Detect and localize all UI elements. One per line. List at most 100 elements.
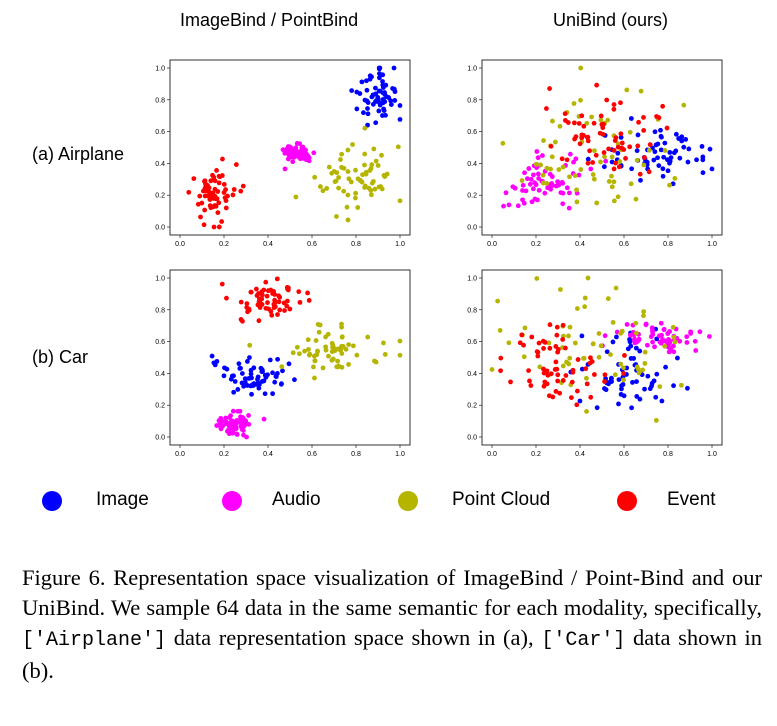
point-point-cloud [500, 140, 506, 146]
point-point-cloud [338, 157, 343, 162]
point-image [256, 385, 262, 391]
point-point-cloud [495, 298, 501, 304]
x-tick-label: 0.8 [351, 241, 361, 248]
point-image [239, 371, 245, 376]
point-event [219, 219, 225, 224]
point-point-cloud [362, 151, 368, 157]
point-image [655, 141, 661, 147]
point-image [249, 391, 254, 397]
point-image [619, 386, 624, 392]
point-event [611, 106, 617, 112]
point-point-cloud [338, 347, 344, 352]
point-event [264, 293, 270, 299]
point-event [201, 222, 207, 228]
point-image [242, 376, 248, 382]
point-point-cloud [336, 175, 342, 180]
point-point-cloud [293, 194, 299, 200]
point-point-cloud [497, 327, 503, 333]
point-image [660, 166, 666, 172]
point-point-cloud [324, 186, 330, 191]
y-tick-label: 0.0 [155, 435, 165, 442]
point-point-cloud [302, 348, 307, 354]
point-audio [534, 149, 540, 154]
point-point-cloud [378, 184, 384, 189]
point-event [646, 169, 652, 175]
point-point-cloud [618, 361, 624, 367]
point-image [228, 376, 234, 382]
point-point-cloud [353, 190, 359, 196]
point-point-cloud [636, 367, 641, 372]
point-event [618, 100, 623, 106]
point-point-cloud [339, 151, 345, 157]
point-event [587, 360, 593, 366]
point-event [284, 303, 290, 309]
point-point-cloud [546, 340, 552, 346]
x-tick-label: 0.4 [575, 451, 585, 458]
point-event [238, 317, 244, 322]
point-point-cloud [671, 334, 677, 340]
point-audio [692, 338, 698, 344]
point-audio [246, 421, 252, 427]
point-point-cloud [375, 163, 381, 168]
legend-marker-image [42, 491, 62, 511]
point-event [212, 178, 218, 184]
point-event [616, 164, 622, 170]
point-image [658, 147, 664, 153]
point-event [274, 276, 280, 282]
point-image [606, 381, 611, 387]
point-image [653, 394, 659, 400]
point-event [577, 141, 583, 147]
point-point-cloud [611, 198, 617, 204]
point-audio [644, 342, 650, 348]
point-event [618, 131, 624, 137]
point-event [276, 299, 282, 305]
point-point-cloud [336, 363, 342, 369]
point-point-cloud [621, 365, 626, 371]
point-audio [535, 171, 541, 177]
point-image [634, 394, 640, 399]
point-image [361, 110, 366, 116]
y-tick-label: 0.2 [155, 193, 165, 200]
point-event [602, 372, 608, 378]
point-point-cloud [345, 192, 351, 198]
point-event [221, 181, 227, 187]
point-event [527, 378, 532, 384]
point-event [529, 334, 535, 340]
point-event [259, 302, 265, 307]
y-tick-label: 0.2 [467, 193, 477, 200]
point-event [245, 309, 251, 315]
point-event [604, 97, 610, 103]
point-image [637, 396, 643, 402]
point-image [683, 137, 689, 142]
point-image [667, 160, 672, 166]
point-point-cloud [633, 330, 639, 336]
point-audio [214, 423, 220, 428]
scatter-plot-car-imagebind: 0.0 0.2 0.4 0.6 0.8 1.0 0.0 0.2 0.4 0.6 0.8 1.0 [155, 269, 411, 458]
point-point-cloud [578, 167, 584, 172]
x-tick-label: 0.2 [531, 451, 541, 458]
point-image [601, 164, 607, 170]
point-audio [549, 181, 555, 186]
point-event [647, 142, 653, 148]
point-audio [567, 151, 573, 157]
point-event [606, 146, 611, 152]
point-point-cloud [521, 354, 527, 360]
point-event [211, 224, 217, 230]
point-audio [564, 185, 570, 191]
point-audio [545, 185, 551, 191]
point-event [579, 132, 585, 138]
legend-label-point-cloud: Point Cloud [452, 489, 551, 510]
point-image [662, 140, 668, 146]
point-event [517, 340, 523, 346]
point-audio [529, 199, 535, 205]
point-audio [227, 415, 232, 420]
point-audio [627, 332, 633, 338]
point-event [572, 120, 577, 126]
point-event [219, 173, 225, 178]
point-event [579, 113, 585, 119]
legend-marker-point-cloud [398, 491, 418, 511]
point-point-cloud [574, 306, 580, 311]
point-point-cloud [294, 344, 300, 350]
y-tick-label: 0.0 [155, 225, 165, 232]
caption-text-prefix: Figure 6. Representation space visualiza… [22, 565, 762, 620]
